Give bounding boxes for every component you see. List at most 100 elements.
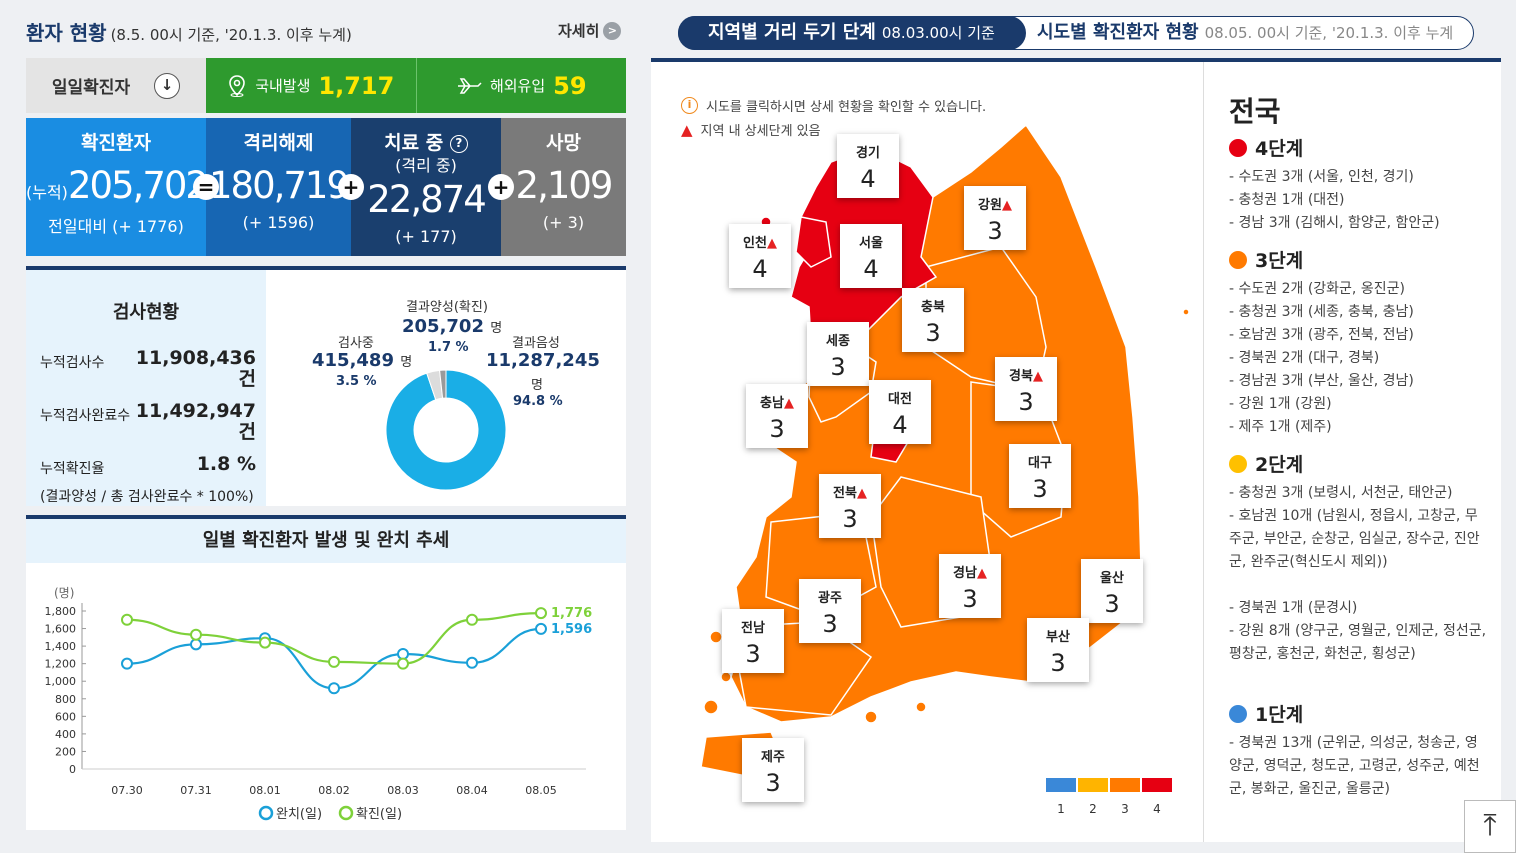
- region-badge-gyeongbuk[interactable]: 경북▲ 3: [995, 357, 1057, 421]
- map-note: ▲ 지역 내 상세단계 있음: [681, 120, 821, 140]
- daily-confirmed-toggle[interactable]: 일일확진자 ↓: [26, 58, 206, 113]
- level-item: - 경북권 13개 (군위군, 의성군, 청송군, 영양군, 영덕군, 청도군,…: [1229, 735, 1480, 797]
- region-badge-busan[interactable]: 부산 3: [1027, 618, 1089, 682]
- domestic-cell: 국내발생 1,717: [206, 58, 416, 113]
- level-item: - 충청권 3개 (세종, 충북, 충남): [1229, 304, 1414, 320]
- confirmed-value: 205,702: [67, 164, 209, 207]
- warning-icon: ▲: [976, 566, 987, 581]
- data-point: [397, 648, 409, 661]
- y-tick-label: 800: [55, 693, 76, 706]
- y-tick-label: 400: [55, 728, 76, 741]
- trend-panel: 일별 확진환자 발생 및 완치 추세 (명) 0 200 400 600 800 1,000…: [26, 515, 626, 830]
- warning-icon: ▲: [681, 120, 693, 139]
- donut-slice-negative: [386, 370, 506, 490]
- info-icon: i: [681, 97, 698, 114]
- help-icon[interactable]: ?: [449, 134, 468, 153]
- negative-value: 11,287,245: [486, 350, 600, 371]
- level-heading: 2단계: [1229, 450, 1303, 477]
- data-point: [121, 657, 133, 670]
- data-point: [259, 636, 271, 649]
- more-link[interactable]: 자세히 >: [558, 20, 622, 41]
- map-island: [703, 699, 719, 715]
- positive-label: 결과양성(확진): [406, 300, 488, 315]
- level-item: - 수도권 2개 (강화군, 옹진군): [1229, 281, 1405, 297]
- level-item: - 강원 1개 (강원): [1229, 396, 1332, 412]
- region-badge-gwangju[interactable]: 광주 3: [799, 579, 861, 643]
- level-item: - 호남권 10개 (남원시, 정읍시, 고창군, 무주군, 부안군, 순창군,…: [1229, 508, 1480, 570]
- map-note: i 시도를 클릭하시면 상세 현황을 확인할 수 있습니다.: [681, 96, 986, 115]
- level-dot-icon: [1229, 138, 1247, 157]
- positive-value: 205,702 명: [402, 316, 503, 337]
- data-point: [121, 613, 133, 626]
- region-badge-jeonnam[interactable]: 전남 3: [722, 609, 784, 673]
- legend-swatch: [1142, 778, 1172, 792]
- level-item: - 경남권 3개 (부산, 울산, 경남): [1229, 373, 1414, 389]
- trend-line-chart: (명) 0 200 400 600 800 1,000 1,200 1,400 1,600 1,80…: [45, 586, 593, 822]
- level-item: - 수도권 3개 (서울, 인천, 경기): [1229, 169, 1414, 185]
- formula-note: (결과양성 / 총 검사완료수 * 100%): [40, 489, 254, 505]
- level-item: - 경남 3개 (김해시, 함양군, 함안군): [1229, 215, 1440, 231]
- data-point: [190, 628, 202, 641]
- stat-released: 격리해제 180,719 (+ 1596) +: [206, 118, 364, 256]
- y-axis-label: (명): [54, 586, 74, 600]
- y-tick-label: 1,400: [45, 640, 77, 653]
- warning-icon: ▲: [1032, 369, 1043, 384]
- page-title: 환자 현황 (8.5. 00시 기준, '20.1.3. 이후 누계): [26, 21, 352, 45]
- end-value-label: 1,776: [551, 606, 592, 621]
- legend-label: 확진(일): [356, 807, 402, 822]
- airplane-icon: [457, 77, 482, 94]
- page-subtitle: (8.5. 00시 기준, '20.1.3. 이후 누계): [110, 26, 352, 44]
- region-badge-jeju[interactable]: 제주 3: [742, 738, 804, 802]
- region-badge-ulsan[interactable]: 울산 3: [1081, 559, 1143, 623]
- domestic-value: 1,717: [318, 71, 395, 100]
- scroll-top-button[interactable]: ⤒: [1464, 800, 1516, 853]
- level-item: - 경북권 2개 (대구, 경북): [1229, 350, 1380, 366]
- summary-title: 전국: [1229, 95, 1281, 128]
- y-tick-label: 0: [69, 763, 76, 776]
- region-badge-gyeonggi[interactable]: 경기 4: [837, 134, 899, 198]
- level-item: - 강원 8개 (양구군, 영월군, 인제군, 정선군, 평창군, 홍천군, 화…: [1229, 623, 1487, 662]
- overseas-cell: 해외유입 59: [415, 58, 626, 113]
- overseas-value: 59: [553, 71, 587, 100]
- warning-icon: ▲: [1001, 198, 1012, 213]
- y-tick-label: 1,800: [45, 605, 77, 618]
- region-badge-seoul[interactable]: 서울 4: [840, 224, 902, 288]
- region-badge-daegu[interactable]: 대구 3: [1009, 444, 1071, 508]
- legend-label: 완치(일): [276, 807, 322, 822]
- region-badge-gangwon[interactable]: 강원▲ 3: [964, 186, 1026, 250]
- chevron-right-icon: >: [603, 21, 622, 40]
- region-badge-jeonbuk[interactable]: 전북▲ 3: [819, 474, 881, 538]
- map-island: [1182, 308, 1190, 316]
- tab-distancing-level[interactable]: 지역별 거리 두기 단계 08.03.00시 기준: [678, 16, 1026, 50]
- test-row: 누적검사수 11,908,436 건: [40, 347, 256, 390]
- daily-confirmed-bar: 일일확진자 ↓ 국내발생 1,717 해외유입 59: [26, 58, 626, 113]
- level-item: - 경북권 1개 (문경시): [1229, 600, 1358, 616]
- negative-pct: 94.8 %: [513, 394, 563, 409]
- x-tick-label: 07.31: [180, 784, 212, 797]
- level-heading: 4단계: [1229, 134, 1303, 161]
- region-badge-chungbuk[interactable]: 충북 3: [902, 288, 964, 352]
- data-point: [328, 682, 340, 695]
- warning-icon: ▲: [783, 396, 794, 411]
- region-badge-sejong[interactable]: 세종 3: [807, 322, 869, 386]
- arrow-down-icon: ↓: [154, 72, 181, 99]
- level-item: - 충청권 3개 (보령시, 서천군, 태안군): [1229, 485, 1453, 501]
- region-badge-chungnam[interactable]: 충남▲ 3: [746, 384, 808, 448]
- data-point: [466, 656, 478, 669]
- y-tick-label: 1,200: [45, 658, 77, 671]
- y-tick-label: 1,000: [45, 675, 77, 688]
- equals-icon: =: [193, 174, 219, 200]
- y-tick-label: 200: [55, 745, 76, 758]
- region-badge-daejeon[interactable]: 대전 4: [869, 380, 931, 444]
- negative-label: 결과음성: [512, 336, 560, 351]
- level-item: - 충청권 1개 (대전): [1229, 192, 1345, 208]
- tab-region-confirmed[interactable]: 시도별 확진환자 현황 08.05. 00시 기준, '20.1.3. 이후 누계: [1037, 22, 1454, 43]
- test-status-panel: 검사현황 누적검사수 11,908,436 건 누적검사완료수 11,492,947 건…: [26, 266, 626, 506]
- map-panel: i 시도를 클릭하시면 상세 현황을 확인할 수 있습니다. ▲ 지역 내 상세단계…: [651, 58, 1501, 842]
- legend-swatch: [1078, 778, 1108, 792]
- region-badge-gyeongnam[interactable]: 경남▲ 3: [939, 554, 1001, 618]
- end-value-label: 1,596: [551, 622, 592, 637]
- y-tick-label: 1,600: [45, 623, 77, 636]
- region-badge-incheon[interactable]: 인천▲ 4: [729, 224, 791, 288]
- test-row: 누적검사완료수 11,492,947 건: [40, 400, 256, 443]
